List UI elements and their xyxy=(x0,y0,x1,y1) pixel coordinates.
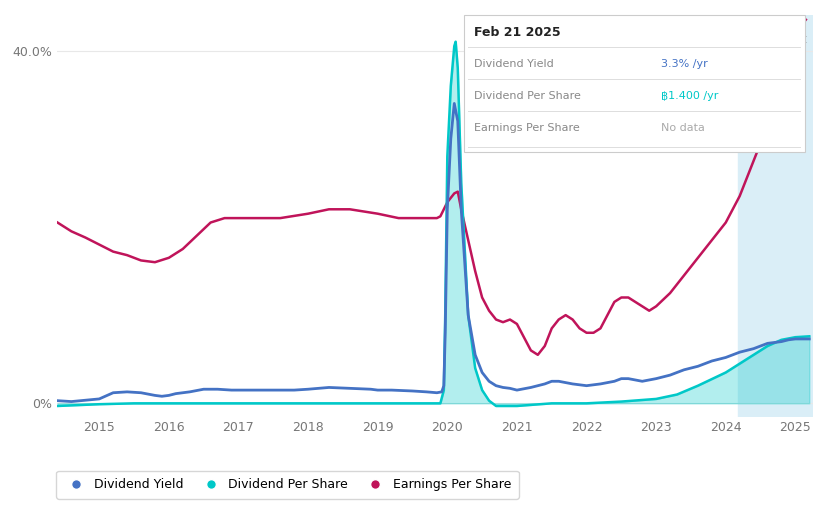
Legend: Dividend Yield, Dividend Per Share, Earnings Per Share: Dividend Yield, Dividend Per Share, Earn… xyxy=(56,470,519,498)
Text: ฿1.400 /yr: ฿1.400 /yr xyxy=(661,91,718,101)
Text: No data: No data xyxy=(661,123,704,133)
Text: Earnings Per Share: Earnings Per Share xyxy=(474,123,580,133)
Bar xyxy=(737,15,813,417)
Text: 3.3% /yr: 3.3% /yr xyxy=(661,59,708,69)
Text: Feb 21 2025: Feb 21 2025 xyxy=(474,25,561,39)
Text: Dividend Yield: Dividend Yield xyxy=(474,59,553,69)
Text: Past: Past xyxy=(783,33,808,46)
Text: Dividend Per Share: Dividend Per Share xyxy=(474,91,580,101)
